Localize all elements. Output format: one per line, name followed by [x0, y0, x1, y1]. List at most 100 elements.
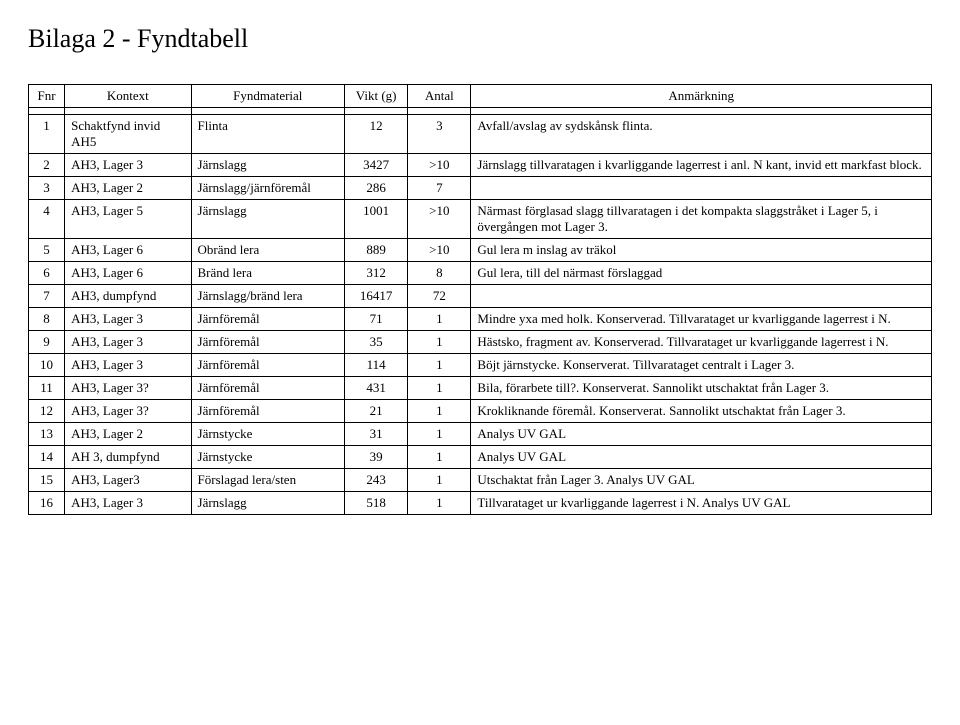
cell-vikt: 21 [345, 400, 408, 423]
cell-fnr: 3 [29, 177, 65, 200]
table-header-row: Fnr Kontext Fyndmaterial Vikt (g) Antal … [29, 85, 932, 108]
col-kontext: Kontext [65, 85, 191, 108]
table-row: 6AH3, Lager 6Bränd lera3128Gul lera, til… [29, 262, 932, 285]
cell-antal: 72 [408, 285, 471, 308]
table-row: 8AH3, Lager 3Järnföremål711Mindre yxa me… [29, 308, 932, 331]
table-row: 10AH3, Lager 3Järnföremål1141Böjt järnst… [29, 354, 932, 377]
cell-kontext: AH3, Lager 3 [65, 308, 191, 331]
cell-vikt: 518 [345, 492, 408, 515]
cell-material: Järnslagg/bränd lera [191, 285, 345, 308]
col-fnr: Fnr [29, 85, 65, 108]
cell-antal: 1 [408, 377, 471, 400]
cell-vikt: 12 [345, 115, 408, 154]
cell-kontext: AH3, Lager 6 [65, 239, 191, 262]
cell-fnr: 2 [29, 154, 65, 177]
cell-anm: Analys UV GAL [471, 446, 932, 469]
cell-material: Förslagad lera/sten [191, 469, 345, 492]
cell-anm: Gul lera, till del närmast förslaggad [471, 262, 932, 285]
cell-antal: 8 [408, 262, 471, 285]
cell-material: Järnföremål [191, 354, 345, 377]
cell-kontext: AH3, Lager 5 [65, 200, 191, 239]
cell-kontext: AH3, Lager 2 [65, 423, 191, 446]
cell-fnr: 6 [29, 262, 65, 285]
cell-fnr: 10 [29, 354, 65, 377]
cell-kontext: AH3, Lager 6 [65, 262, 191, 285]
table-row: 4AH3, Lager 5Järnslagg1001>10Närmast för… [29, 200, 932, 239]
cell-antal: >10 [408, 200, 471, 239]
cell-kontext: AH3, dumpfynd [65, 285, 191, 308]
cell-kontext: AH 3, dumpfynd [65, 446, 191, 469]
cell-kontext: AH3, Lager3 [65, 469, 191, 492]
cell-fnr: 9 [29, 331, 65, 354]
cell-antal: 3 [408, 115, 471, 154]
table-row: 12AH3, Lager 3?Järnföremål211Krokliknand… [29, 400, 932, 423]
cell-vikt: 286 [345, 177, 408, 200]
col-antal: Antal [408, 85, 471, 108]
cell-antal: 1 [408, 331, 471, 354]
cell-vikt: 114 [345, 354, 408, 377]
cell-material: Järnföremål [191, 377, 345, 400]
cell-material: Flinta [191, 115, 345, 154]
cell-antal: 1 [408, 446, 471, 469]
table-row: 15AH3, Lager3Förslagad lera/sten2431Utsc… [29, 469, 932, 492]
table-row: 11AH3, Lager 3?Järnföremål4311Bila, föra… [29, 377, 932, 400]
cell-anm: Gul lera m inslag av träkol [471, 239, 932, 262]
cell-vikt: 35 [345, 331, 408, 354]
cell-anm: Böjt järnstycke. Konserverat. Tillvarata… [471, 354, 932, 377]
cell-material: Järnslagg [191, 154, 345, 177]
cell-anm: Bila, förarbete till?. Konserverat. Sann… [471, 377, 932, 400]
table-row: 9AH3, Lager 3Järnföremål351Hästsko, frag… [29, 331, 932, 354]
cell-kontext: AH3, Lager 3 [65, 331, 191, 354]
cell-anm: Järnslagg tillvaratagen i kvarliggande l… [471, 154, 932, 177]
cell-anm: Mindre yxa med holk. Konserverad. Tillva… [471, 308, 932, 331]
col-material: Fyndmaterial [191, 85, 345, 108]
col-anm: Anmärkning [471, 85, 932, 108]
cell-fnr: 14 [29, 446, 65, 469]
cell-anm: Hästsko, fragment av. Konserverad. Tillv… [471, 331, 932, 354]
cell-material: Järnslagg/järnföremål [191, 177, 345, 200]
cell-kontext: AH3, Lager 2 [65, 177, 191, 200]
cell-vikt: 889 [345, 239, 408, 262]
cell-vikt: 243 [345, 469, 408, 492]
table-row: 1Schaktfynd invid AH5Flinta123Avfall/avs… [29, 115, 932, 154]
cell-material: Järnslagg [191, 200, 345, 239]
table-row: 13AH3, Lager 2Järnstycke311Analys UV GAL [29, 423, 932, 446]
page-title: Bilaga 2 - Fyndtabell [28, 24, 932, 54]
table-row: 16AH3, Lager 3Järnslagg5181Tillvarataget… [29, 492, 932, 515]
cell-material: Järnföremål [191, 308, 345, 331]
cell-anm: Utschaktat från Lager 3. Analys UV GAL [471, 469, 932, 492]
cell-anm: Avfall/avslag av sydskånsk flinta. [471, 115, 932, 154]
cell-fnr: 15 [29, 469, 65, 492]
cell-anm [471, 285, 932, 308]
cell-antal: 1 [408, 492, 471, 515]
cell-material: Obränd lera [191, 239, 345, 262]
table-row: 2AH3, Lager 3Järnslagg3427>10Järnslagg t… [29, 154, 932, 177]
cell-kontext: AH3, Lager 3 [65, 154, 191, 177]
cell-kontext: AH3, Lager 3 [65, 354, 191, 377]
cell-antal: 1 [408, 308, 471, 331]
cell-antal: 1 [408, 400, 471, 423]
cell-vikt: 1001 [345, 200, 408, 239]
cell-vikt: 16417 [345, 285, 408, 308]
cell-vikt: 312 [345, 262, 408, 285]
cell-anm: Analys UV GAL [471, 423, 932, 446]
cell-fnr: 1 [29, 115, 65, 154]
cell-kontext: Schaktfynd invid AH5 [65, 115, 191, 154]
cell-material: Järnföremål [191, 400, 345, 423]
cell-antal: >10 [408, 239, 471, 262]
col-vikt: Vikt (g) [345, 85, 408, 108]
fynd-table: Fnr Kontext Fyndmaterial Vikt (g) Antal … [28, 84, 932, 515]
table-body: 1Schaktfynd invid AH5Flinta123Avfall/avs… [29, 115, 932, 515]
cell-kontext: AH3, Lager 3? [65, 377, 191, 400]
cell-fnr: 13 [29, 423, 65, 446]
cell-fnr: 5 [29, 239, 65, 262]
cell-fnr: 16 [29, 492, 65, 515]
cell-material: Bränd lera [191, 262, 345, 285]
cell-anm: Närmast förglasad slagg tillvaratagen i … [471, 200, 932, 239]
cell-vikt: 39 [345, 446, 408, 469]
cell-vikt: 71 [345, 308, 408, 331]
cell-kontext: AH3, Lager 3 [65, 492, 191, 515]
table-row: 7AH3, dumpfyndJärnslagg/bränd lera164177… [29, 285, 932, 308]
cell-material: Järnstycke [191, 446, 345, 469]
cell-vikt: 431 [345, 377, 408, 400]
